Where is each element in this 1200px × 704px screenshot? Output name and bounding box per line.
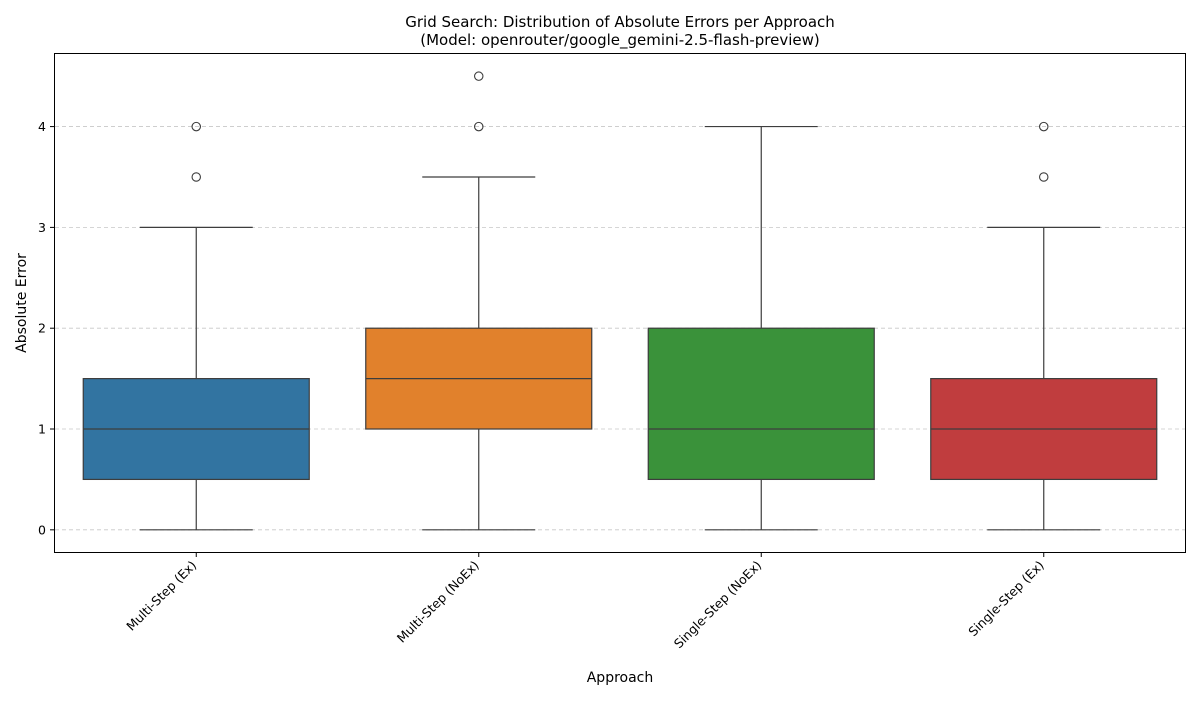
x-tick-label: Single-Step (NoEx) bbox=[671, 558, 765, 652]
outlier-point bbox=[191, 172, 202, 182]
chart-subtitle: (Model: openrouter/google_gemini-2.5-fla… bbox=[420, 31, 820, 50]
box-group bbox=[647, 125, 875, 531]
y-tick-label: 0 bbox=[38, 522, 46, 537]
y-tick-label: 4 bbox=[38, 119, 46, 134]
y-axis-label: Absolute Error bbox=[14, 253, 30, 353]
x-axis-ticks: Multi-Step (Ex) Multi-Step (NoEx) Single-S… bbox=[123, 552, 1047, 651]
x-axis-label: Approach bbox=[587, 670, 654, 686]
y-tick-label: 3 bbox=[38, 220, 46, 235]
box-group bbox=[930, 121, 1158, 531]
chart-title: Grid Search: Distribution of Absolute Er… bbox=[405, 13, 835, 31]
x-tick-label: Multi-Step (Ex) bbox=[123, 558, 199, 634]
outlier-point bbox=[1039, 172, 1049, 182]
plot-frame bbox=[54, 53, 1186, 553]
x-tick-label: Multi-Step (NoEx) bbox=[394, 558, 482, 646]
outlier-point bbox=[1039, 121, 1049, 132]
outlier-point bbox=[191, 121, 202, 132]
x-tick-label: Single-Step (Ex) bbox=[965, 558, 1047, 640]
y-tick-label: 2 bbox=[38, 321, 46, 336]
outlier-point bbox=[473, 71, 484, 81]
y-axis-ticks: 0 1 2 3 4 bbox=[38, 119, 55, 537]
outlier-point bbox=[473, 121, 484, 132]
box-iqr bbox=[647, 327, 875, 481]
boxes bbox=[82, 71, 1158, 531]
box-group bbox=[82, 121, 310, 531]
box-group bbox=[365, 71, 593, 531]
y-tick-label: 1 bbox=[38, 422, 46, 437]
